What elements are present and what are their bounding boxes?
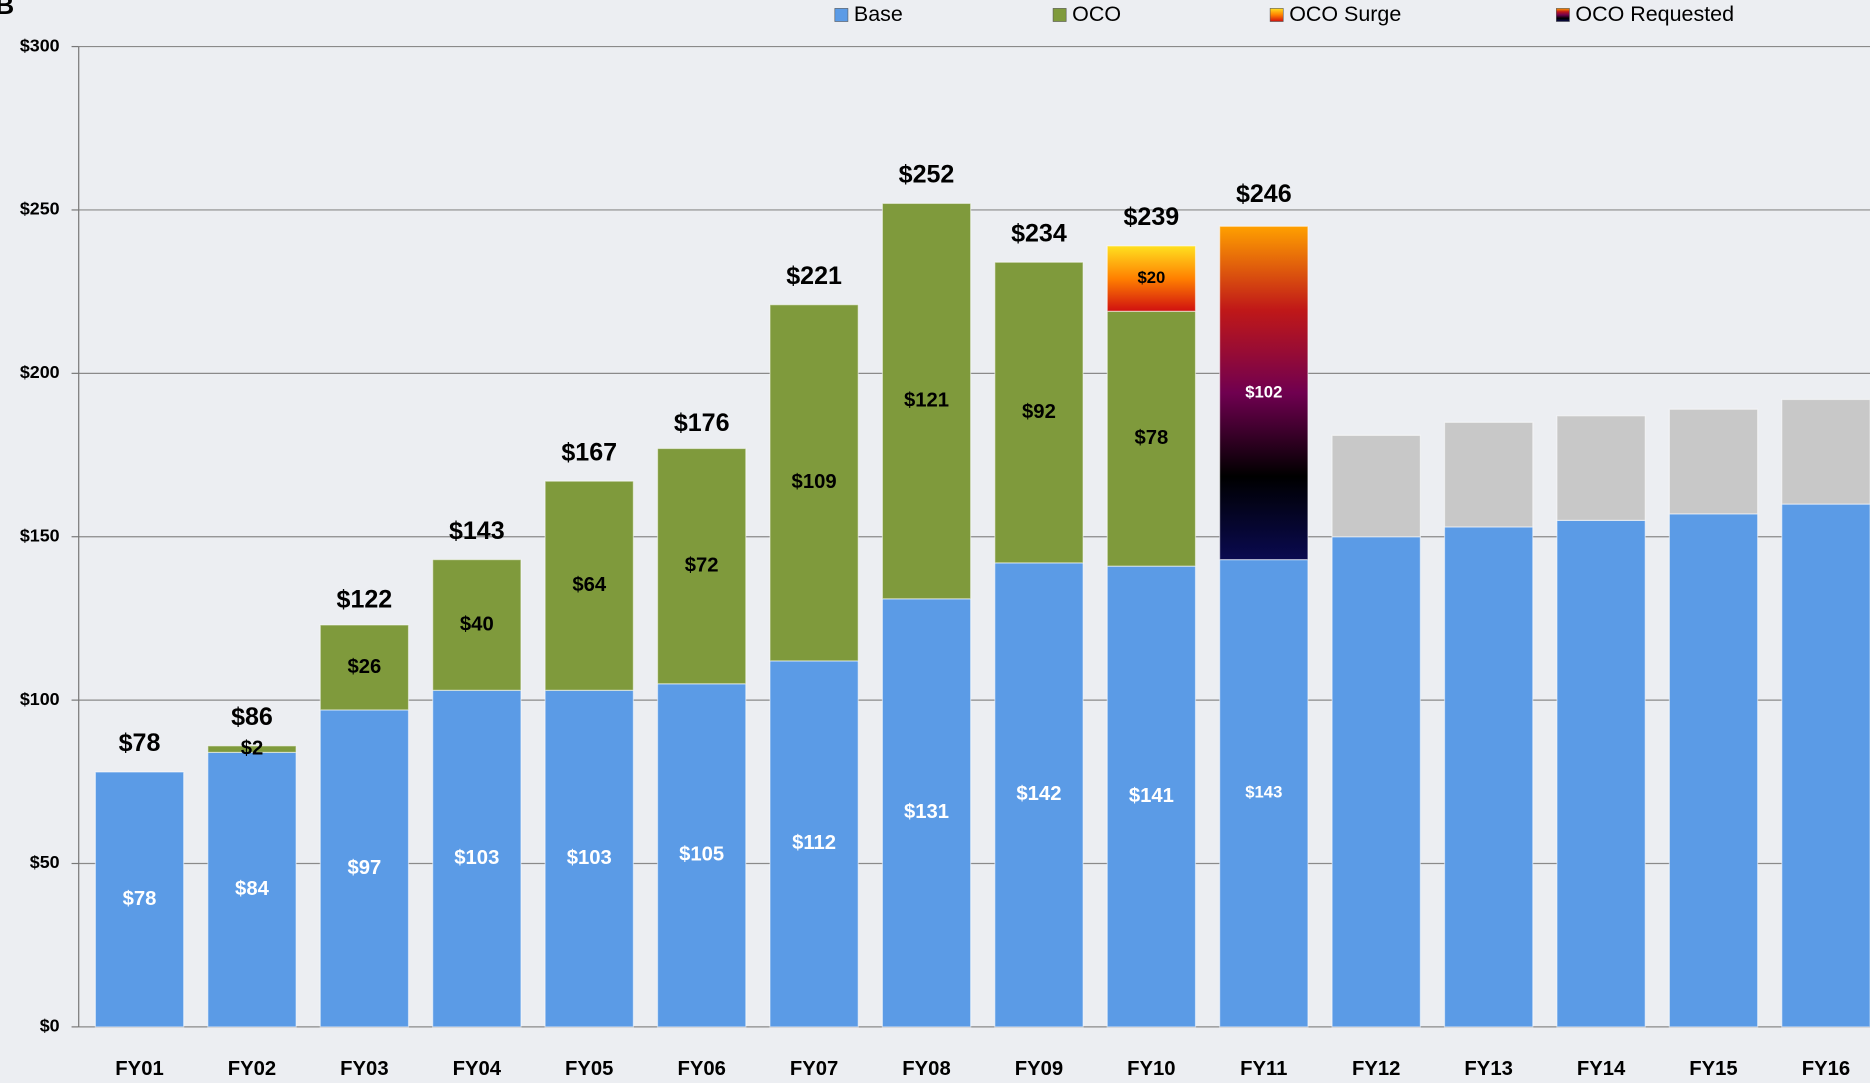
y-axis-label: B bbox=[0, 0, 14, 20]
total-label: $86 bbox=[231, 703, 273, 731]
value-label: $78 bbox=[123, 888, 157, 910]
total-label: $122 bbox=[337, 585, 393, 613]
x-tick-label: FY16 bbox=[1802, 1058, 1850, 1080]
x-tick-label: FY12 bbox=[1352, 1058, 1400, 1080]
value-label: $78 bbox=[1134, 427, 1168, 449]
value-label: $112 bbox=[792, 832, 836, 854]
page: {"chart_data": { "type": "stacked-bar", … bbox=[0, 0, 1870, 1083]
bar-segment bbox=[1332, 537, 1420, 1027]
bar-segment bbox=[1557, 520, 1645, 1026]
value-label: $109 bbox=[792, 471, 837, 493]
x-tick-label: FY15 bbox=[1689, 1058, 1737, 1080]
total-label: $239 bbox=[1124, 203, 1180, 231]
value-label: $121 bbox=[904, 389, 949, 411]
value-label: $141 bbox=[1129, 785, 1174, 807]
legend-label: Base bbox=[854, 2, 903, 26]
value-label: $64 bbox=[572, 574, 607, 596]
legend-swatch bbox=[1270, 8, 1283, 21]
total-label: $143 bbox=[449, 517, 505, 545]
y-tick-label: $50 bbox=[30, 852, 60, 872]
value-label: $131 bbox=[904, 801, 949, 823]
total-label: $167 bbox=[561, 438, 617, 466]
legend-label: OCO Requested bbox=[1575, 2, 1734, 26]
bar-segment bbox=[1445, 527, 1533, 1027]
y-tick-label: $250 bbox=[20, 199, 60, 219]
bar-segment bbox=[1669, 409, 1757, 514]
legend-swatch bbox=[1053, 8, 1066, 21]
value-label: $103 bbox=[567, 847, 612, 869]
x-tick-label: FY03 bbox=[340, 1058, 388, 1080]
x-tick-label: FY11 bbox=[1240, 1058, 1287, 1080]
total-label: $78 bbox=[119, 729, 161, 757]
legend-swatch bbox=[1556, 8, 1569, 21]
value-label: $20 bbox=[1137, 268, 1165, 287]
bar-segment bbox=[1445, 422, 1533, 527]
bar-segment bbox=[1782, 504, 1870, 1027]
value-label: $143 bbox=[1245, 783, 1282, 802]
legend-swatch bbox=[835, 8, 848, 21]
x-tick-label: FY09 bbox=[1015, 1058, 1063, 1080]
bar-segment bbox=[1669, 514, 1757, 1027]
value-label: $97 bbox=[347, 857, 381, 879]
x-tick-label: FY04 bbox=[453, 1058, 502, 1080]
bar-segment bbox=[1782, 399, 1870, 504]
bar-segment bbox=[1332, 435, 1420, 536]
x-tick-label: FY07 bbox=[790, 1058, 838, 1080]
total-label: $221 bbox=[786, 262, 842, 290]
value-label: $103 bbox=[454, 847, 499, 869]
value-label: $40 bbox=[460, 613, 494, 635]
value-label: $2 bbox=[241, 737, 264, 759]
bar-segment bbox=[1557, 416, 1645, 521]
y-tick-label: $300 bbox=[20, 35, 60, 55]
x-tick-label: FY10 bbox=[1127, 1058, 1175, 1080]
total-label: $234 bbox=[1011, 219, 1067, 247]
value-label: $84 bbox=[235, 878, 270, 900]
value-label: $105 bbox=[679, 844, 724, 866]
y-tick-label: $0 bbox=[40, 1016, 60, 1036]
value-label: $72 bbox=[685, 554, 719, 576]
value-label: $102 bbox=[1245, 382, 1282, 401]
total-label: $252 bbox=[899, 161, 955, 189]
x-tick-label: FY06 bbox=[677, 1058, 725, 1080]
value-label: $26 bbox=[347, 656, 381, 678]
total-label: $246 bbox=[1236, 180, 1292, 208]
y-tick-label: $200 bbox=[20, 362, 60, 382]
value-label: $142 bbox=[1016, 783, 1061, 805]
y-tick-label: $150 bbox=[20, 525, 60, 545]
x-tick-label: FY13 bbox=[1464, 1058, 1512, 1080]
chart: B $0 $50 $100 $150 $200 $250 $300 FY01 $78 $78 FY0… bbox=[0, 0, 1870, 1083]
total-label: $176 bbox=[674, 409, 730, 437]
x-tick-label: FY08 bbox=[902, 1058, 950, 1080]
x-tick-label: FY05 bbox=[565, 1058, 613, 1080]
x-tick-label: FY01 bbox=[115, 1058, 163, 1080]
x-tick-label: FY14 bbox=[1577, 1058, 1626, 1080]
x-tick-label: FY02 bbox=[228, 1058, 276, 1080]
legend-label: OCO bbox=[1072, 2, 1121, 26]
legend-label: OCO Surge bbox=[1289, 2, 1401, 26]
value-label: $92 bbox=[1022, 401, 1056, 423]
y-tick-label: $100 bbox=[20, 689, 60, 709]
